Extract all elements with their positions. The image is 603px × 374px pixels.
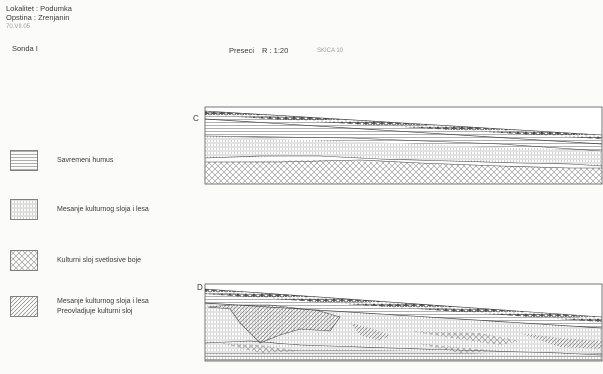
legend-label-predominant-2: Preovladjuje kulturni sloj (57, 308, 133, 315)
section-d-letter: D (197, 283, 203, 292)
skica-label: SKICA 10 (317, 48, 344, 54)
section-d-profile (204, 283, 603, 362)
opstina-label: Opstina : Zrenjanin (6, 13, 70, 22)
legend-label-mixed: Mesanje kulturnog sloja i lesa (57, 206, 149, 213)
legend-label-light-grey: Kulturni sloj svetlosive boje (57, 257, 142, 264)
legend-swatch-lines-dots (10, 199, 38, 220)
scale-label: R : 1:20 (262, 46, 289, 55)
legend-swatch-crosshatch (10, 250, 38, 271)
legend-label-predominant-1: Mesanje kulturnog sloja i lesa (57, 298, 149, 305)
section-c-profile (204, 106, 603, 185)
lokalitet-label: Lokalitet : Podumka (6, 4, 72, 13)
legend-label-humus: Savremeni humus (57, 157, 114, 164)
legend-swatch-horizontal-lines (10, 150, 38, 171)
section-c-letter: C (193, 114, 199, 123)
sonda-label: Sonda I (12, 44, 38, 53)
legend-swatch-diagonal (10, 296, 38, 317)
date-label: 70.VII.05 (6, 24, 31, 30)
preseci-label: Preseci (229, 46, 255, 55)
